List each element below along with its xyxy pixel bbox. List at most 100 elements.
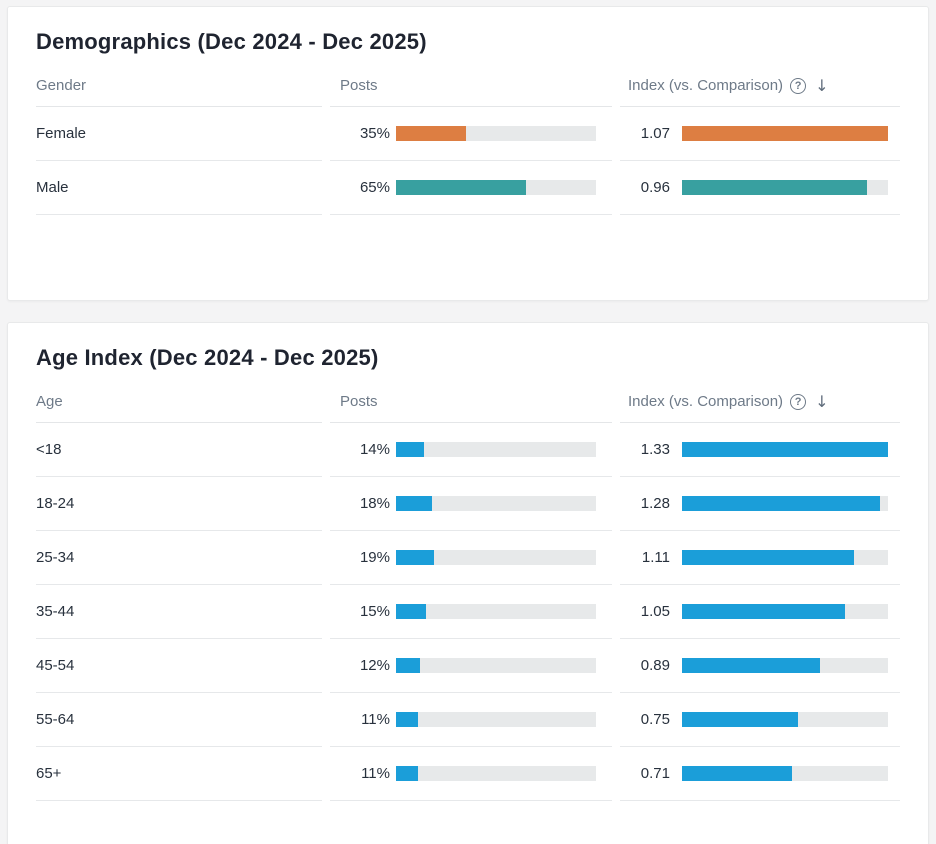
index-bar-track (682, 550, 888, 565)
index-cell: 1.33 (620, 423, 900, 477)
row-label: 35-44 (36, 585, 322, 639)
posts-cell: 11% (330, 747, 612, 801)
index-bar-track (682, 658, 888, 673)
index-cell: 0.75 (620, 693, 900, 747)
posts-value: 18% (359, 495, 390, 512)
index-bar-fill (682, 496, 881, 511)
index-bar-track (682, 712, 888, 727)
col-header-posts: Posts (330, 65, 612, 107)
table-row: Female 35% 1.07 (36, 107, 900, 161)
row-label: 45-54 (36, 639, 322, 693)
help-icon[interactable]: ? (790, 393, 807, 410)
posts-bar-track (396, 496, 596, 511)
row-label: 55-64 (36, 693, 322, 747)
index-bar-fill (682, 658, 820, 673)
posts-bar-track (396, 604, 596, 619)
index-bar-track (682, 442, 888, 457)
posts-bar-fill (396, 126, 466, 141)
index-bar-fill (682, 604, 845, 619)
row-label: Male (36, 161, 322, 215)
posts-value: 11% (361, 765, 390, 782)
index-bar-fill (682, 550, 854, 565)
table-row: 25-34 19% 1.11 (36, 531, 900, 585)
index-cell: 0.71 (620, 747, 900, 801)
row-label: <18 (36, 423, 322, 477)
sort-desc-icon[interactable]: ↓ (815, 75, 829, 95)
posts-value: 65% (359, 179, 390, 196)
col-header-gender: Gender (36, 65, 322, 107)
posts-bar-fill (396, 442, 424, 457)
posts-value: 11% (361, 711, 390, 728)
index-cell: 1.28 (620, 477, 900, 531)
sort-desc-icon[interactable]: ↓ (815, 391, 829, 411)
posts-cell: 18% (330, 477, 612, 531)
index-value: 0.75 (640, 711, 670, 728)
index-bar-fill (682, 766, 792, 781)
posts-cell: 19% (330, 531, 612, 585)
posts-cell: 12% (330, 639, 612, 693)
index-cell: 0.96 (620, 161, 900, 215)
age-header-row: Age Posts Index (vs. Comparison) ? ↓ (36, 381, 900, 423)
index-value: 1.07 (640, 125, 670, 142)
help-icon[interactable]: ? (790, 77, 807, 94)
index-value: 1.05 (640, 603, 670, 620)
age-index-card-title: Age Index (Dec 2024 - Dec 2025) (36, 345, 379, 370)
table-row: 18-24 18% 1.28 (36, 477, 900, 531)
index-value: 1.11 (641, 549, 670, 566)
index-value: 1.28 (640, 495, 670, 512)
table-row: 65+ 11% 0.71 (36, 747, 900, 801)
age-index-card: Age Index (Dec 2024 - Dec 2025) Age Post… (7, 322, 929, 844)
posts-cell: 14% (330, 423, 612, 477)
posts-bar-fill (396, 496, 432, 511)
index-bar-track (682, 766, 888, 781)
row-label: 18-24 (36, 477, 322, 531)
index-cell: 0.89 (620, 639, 900, 693)
row-label: 25-34 (36, 531, 322, 585)
posts-cell: 15% (330, 585, 612, 639)
posts-value: 15% (359, 603, 390, 620)
demographics-card-title: Demographics (Dec 2024 - Dec 2025) (36, 29, 427, 54)
index-cell: 1.05 (620, 585, 900, 639)
col-header-index[interactable]: Index (vs. Comparison) ? ↓ (620, 65, 900, 107)
col-header-index[interactable]: Index (vs. Comparison) ? ↓ (620, 381, 900, 423)
posts-cell: 11% (330, 693, 612, 747)
posts-bar-fill (396, 180, 526, 195)
index-value: 0.89 (640, 657, 670, 674)
col-header-posts: Posts (330, 381, 612, 423)
posts-cell: 65% (330, 161, 612, 215)
index-value: 1.33 (640, 441, 670, 458)
posts-bar-fill (396, 766, 418, 781)
posts-value: 14% (359, 441, 390, 458)
age-table-body: <18 14% 1.33 18-24 18% (36, 423, 900, 801)
col-header-index-label: Index (vs. Comparison) (628, 393, 784, 410)
demographics-card: Demographics (Dec 2024 - Dec 2025) Gende… (7, 6, 929, 301)
posts-bar-track (396, 180, 596, 195)
row-label: Female (36, 107, 322, 161)
posts-bar-track (396, 766, 596, 781)
col-header-age: Age (36, 381, 322, 423)
col-header-index-label: Index (vs. Comparison) (628, 77, 784, 94)
table-row: Male 65% 0.96 (36, 161, 900, 215)
index-bar-track (682, 496, 888, 511)
index-cell: 1.11 (620, 531, 900, 585)
index-bar-track (682, 126, 888, 141)
index-bar-fill (682, 442, 888, 457)
table-row: 45-54 12% 0.89 (36, 639, 900, 693)
table-row: 55-64 11% 0.75 (36, 693, 900, 747)
index-cell: 1.07 (620, 107, 900, 161)
posts-bar-fill (396, 550, 434, 565)
posts-bar-fill (396, 604, 426, 619)
demographics-table-body: Female 35% 1.07 Male 65% (36, 107, 900, 215)
posts-value: 12% (359, 657, 390, 674)
posts-bar-track (396, 550, 596, 565)
index-bar-fill (682, 180, 867, 195)
posts-value: 19% (359, 549, 390, 566)
index-value: 0.96 (640, 179, 670, 196)
posts-bar-track (396, 442, 596, 457)
row-label: 65+ (36, 747, 322, 801)
index-bar-fill (682, 126, 888, 141)
posts-value: 35% (359, 125, 390, 142)
posts-bar-fill (396, 712, 418, 727)
index-bar-track (682, 604, 888, 619)
index-bar-track (682, 180, 888, 195)
